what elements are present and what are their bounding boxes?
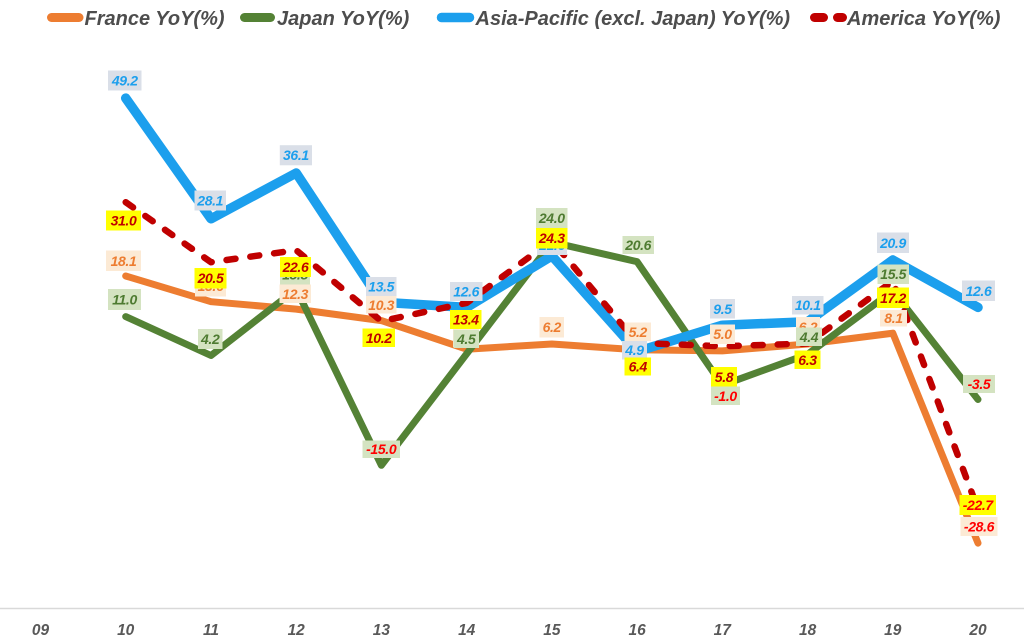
svg-text:11: 11 (203, 622, 219, 639)
svg-text:18.1: 18.1 (111, 253, 137, 269)
svg-text:4.9: 4.9 (624, 342, 644, 358)
svg-text:24.3: 24.3 (538, 230, 565, 246)
svg-text:8.1: 8.1 (884, 310, 903, 326)
svg-text:11.0: 11.0 (112, 292, 137, 308)
svg-text:Asia-Pacific (excl. Japan) YoY: Asia-Pacific (excl. Japan) YoY(%) (475, 8, 791, 30)
svg-text:Japan YoY(%): Japan YoY(%) (277, 8, 410, 30)
svg-text:5.8: 5.8 (715, 369, 734, 385)
svg-text:10.2: 10.2 (366, 330, 392, 346)
svg-text:10.3: 10.3 (368, 297, 394, 313)
svg-text:20.9: 20.9 (879, 235, 906, 251)
svg-text:15.5: 15.5 (880, 266, 906, 282)
svg-text:14: 14 (458, 622, 476, 639)
svg-text:36.1: 36.1 (283, 147, 309, 163)
svg-text:12.6: 12.6 (966, 283, 992, 299)
svg-text:18: 18 (799, 622, 817, 639)
svg-text:20.6: 20.6 (624, 237, 651, 253)
svg-text:-28.6: -28.6 (964, 519, 995, 535)
svg-text:16: 16 (628, 622, 646, 639)
svg-text:28.1: 28.1 (196, 193, 223, 209)
svg-text:France YoY(%): France YoY(%) (85, 8, 225, 30)
svg-text:America YoY(%): America YoY(%) (846, 8, 1001, 30)
svg-text:6.2: 6.2 (543, 319, 562, 335)
svg-text:15: 15 (543, 622, 561, 639)
svg-text:-3.5: -3.5 (968, 376, 991, 392)
svg-text:24.0: 24.0 (538, 210, 565, 226)
svg-text:13.5: 13.5 (368, 279, 394, 295)
svg-text:17: 17 (714, 622, 733, 639)
svg-text:20.5: 20.5 (197, 270, 224, 286)
svg-text:13.4: 13.4 (453, 312, 479, 328)
svg-text:13: 13 (373, 622, 391, 639)
svg-text:12.3: 12.3 (282, 286, 308, 302)
svg-text:5.2: 5.2 (629, 324, 648, 340)
svg-text:9.5: 9.5 (713, 301, 732, 317)
svg-text:20: 20 (968, 622, 987, 639)
svg-text:09: 09 (32, 622, 50, 639)
svg-text:12.6: 12.6 (453, 284, 479, 300)
svg-text:49.2: 49.2 (111, 73, 138, 89)
svg-text:4.5: 4.5 (456, 331, 476, 347)
svg-text:-15.0: -15.0 (366, 441, 397, 457)
svg-text:17.2: 17.2 (880, 290, 906, 306)
svg-text:22.6: 22.6 (282, 259, 309, 275)
svg-text:6.3: 6.3 (798, 352, 817, 368)
svg-text:10.1: 10.1 (795, 297, 821, 313)
svg-text:5.0: 5.0 (713, 326, 732, 342)
svg-text:6.4: 6.4 (629, 359, 648, 375)
svg-text:10: 10 (117, 622, 135, 639)
svg-text:4.4: 4.4 (799, 329, 819, 345)
svg-text:4.2: 4.2 (200, 331, 220, 347)
svg-text:-1.0: -1.0 (714, 388, 737, 404)
svg-text:19: 19 (884, 622, 902, 639)
svg-text:-22.7: -22.7 (963, 497, 995, 513)
svg-text:31.0: 31.0 (111, 213, 137, 229)
svg-text:12: 12 (288, 622, 306, 639)
